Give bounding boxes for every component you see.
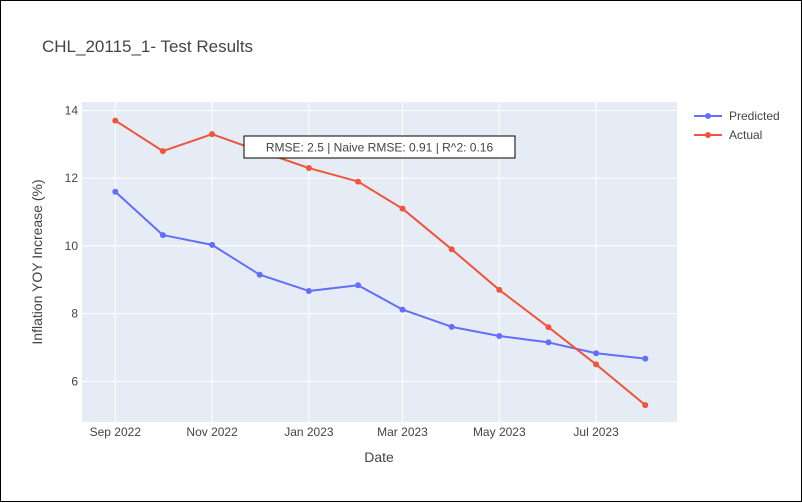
- legend-marker-predicted: [705, 113, 711, 119]
- predicted-point: [159, 232, 166, 239]
- annotation-border: [243, 135, 516, 159]
- predicted-line: [114, 191, 646, 360]
- x-tick-label: Nov 2022: [186, 425, 238, 439]
- y-tick-label: 12: [65, 171, 79, 185]
- x-tick-label: May 2023: [473, 425, 526, 439]
- actual-point: [545, 324, 552, 331]
- predicted-point: [593, 350, 600, 357]
- legend-label-predicted: Predicted: [729, 109, 780, 123]
- actual-point: [496, 286, 503, 293]
- x-tick-label: Mar 2023: [377, 425, 428, 439]
- x-axis-title: Date: [364, 449, 394, 465]
- actual-point: [209, 131, 216, 138]
- legend[interactable]: Predicted Actual: [694, 109, 780, 142]
- actual-point: [448, 246, 455, 253]
- y-tick-label: 6: [71, 374, 78, 388]
- y-axis-title: Inflation YOY Increase (%): [29, 179, 45, 344]
- series-layer: [112, 117, 649, 409]
- x-tick-label: Jan 2023: [284, 425, 334, 439]
- y-tick-label: 14: [65, 103, 79, 117]
- annotation-box: RMSE: 2.5 | Naive RMSE: 0.91 | R^2: 0.16: [243, 135, 516, 159]
- predicted-point: [545, 339, 552, 346]
- annotation-text: RMSE: 2.5 | Naive RMSE: 0.91 | R^2: 0.16: [266, 141, 494, 155]
- x-tick-label: Sep 2022: [90, 425, 142, 439]
- actual-point: [355, 178, 362, 185]
- legend-item-predicted[interactable]: Predicted: [694, 109, 780, 123]
- predicted-point: [448, 323, 455, 330]
- chart-title: CHL_20115_1- Test Results: [42, 37, 253, 56]
- actual-point: [593, 361, 600, 368]
- legend-item-actual[interactable]: Actual: [694, 128, 762, 142]
- tick-layer: 6 8 10 12 14 Sep 2022 Nov 2022 Jan 2023 Mar 2023…: [65, 103, 619, 439]
- actual-point: [305, 165, 312, 172]
- actual-point: [399, 205, 406, 212]
- predicted-point: [305, 287, 312, 294]
- predicted-point: [496, 332, 503, 339]
- actual-point: [112, 117, 119, 124]
- predicted-point: [112, 188, 119, 195]
- actual-point: [642, 402, 649, 409]
- actual-point: [159, 148, 166, 155]
- predicted-point: [642, 355, 649, 362]
- x-tick-label: Jul 2023: [573, 425, 619, 439]
- actual-line: [114, 119, 646, 406]
- predicted-point: [355, 282, 362, 289]
- y-tick-label: 10: [65, 239, 79, 253]
- legend-marker-actual: [705, 132, 711, 138]
- predicted-point: [399, 306, 406, 313]
- y-tick-label: 8: [71, 307, 78, 321]
- legend-label-actual: Actual: [729, 128, 762, 142]
- predicted-point: [256, 271, 263, 278]
- predicted-point: [209, 241, 216, 248]
